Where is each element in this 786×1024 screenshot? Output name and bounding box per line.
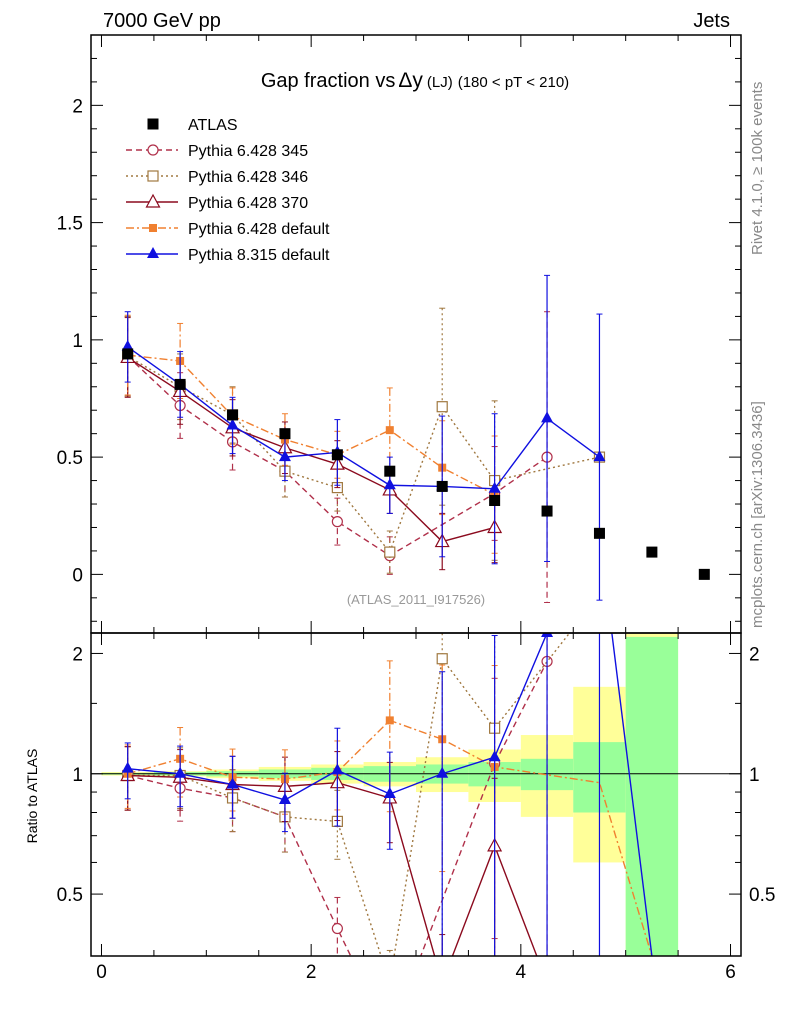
ratio-y-tick-label: 1 <box>72 765 83 786</box>
point <box>121 339 134 351</box>
ratio-point <box>278 792 291 804</box>
main-panel-series <box>120 274 710 604</box>
ratio-y-tick-label: 2 <box>72 644 83 665</box>
point <box>436 401 448 413</box>
legend-marker <box>149 224 157 232</box>
data-point <box>489 495 501 507</box>
legend-marker <box>147 170 159 182</box>
legend-label: Pythia 6.428 346 <box>188 169 308 186</box>
x-tick-label: 2 <box>306 962 317 983</box>
legend-label: Pythia 6.428 default <box>188 221 330 238</box>
point <box>384 546 396 558</box>
ratio-line <box>127 719 653 956</box>
ratio-point <box>436 653 448 665</box>
ratio-y-tick-label-right: 0.5 <box>749 885 775 906</box>
ratio-point <box>541 633 554 637</box>
series-1 <box>122 307 606 574</box>
series-4 <box>121 274 606 601</box>
legend-label-atlas: ATLAS <box>188 117 238 134</box>
series-line <box>127 355 548 557</box>
legend-marker-atlas <box>147 118 159 130</box>
point <box>541 411 554 423</box>
point <box>226 418 239 430</box>
point <box>331 516 343 528</box>
ratio-point <box>121 761 134 773</box>
ratio-y-tick-label-right: 1 <box>749 765 760 786</box>
data-point <box>227 409 239 421</box>
point <box>278 450 291 462</box>
point <box>383 478 396 490</box>
title-range: (180 < pT < 210) <box>458 74 569 91</box>
ratio-panel-frame <box>90 632 742 957</box>
data-point <box>331 449 343 461</box>
series-line <box>127 354 495 496</box>
ratio-point <box>488 750 501 762</box>
x-tick-label: 6 <box>725 962 736 983</box>
legend-marker <box>147 144 159 156</box>
ratio-point <box>226 777 239 789</box>
axes: 0 2 4 6 0 0.5 1 1.5 2 0.5 0.5 1 1 2 2 <box>57 35 775 983</box>
data-point <box>593 527 605 539</box>
side-label-bottom: mcplots.cern.ch [arXiv:1306.3436] <box>749 401 766 628</box>
ratio-series-4 <box>121 633 653 956</box>
data-point <box>174 378 186 390</box>
legend-label: Pythia 8.315 default <box>188 247 330 264</box>
y-tick-label: 1 <box>72 331 83 352</box>
point <box>385 426 394 435</box>
x-tick-label: 0 <box>96 962 107 983</box>
x-tick-label: 4 <box>516 962 527 983</box>
y-tick-label: 0.5 <box>57 448 83 469</box>
ratio-point <box>436 976 449 988</box>
title-main: Gap fraction vs <box>261 70 396 92</box>
ratio-point <box>174 766 187 778</box>
band-inner-10 <box>625 636 679 956</box>
data-point <box>279 428 291 440</box>
ratio-point <box>385 978 395 988</box>
y-tick-label: 0 <box>72 565 83 586</box>
data-point <box>646 546 658 558</box>
side-label-top: Rivet 4.1.0, ≥ 100k events <box>749 82 766 255</box>
legend: ATLAS Pythia 6.428 345 Pythia 6.428 346 Pyt… <box>126 117 330 264</box>
plot-title: Gap fraction vs Δy (LJ) (180 < pT < 210) <box>261 69 569 92</box>
ratio-y-tick-label-right: 2 <box>749 644 760 665</box>
data-point <box>384 465 396 477</box>
ratio-panel-series <box>120 633 653 988</box>
data-point <box>698 568 710 580</box>
analysis-id: (ATLAS_2011_I917526) <box>347 592 485 607</box>
legend-label: Pythia 6.428 370 <box>188 195 308 212</box>
y-tick-label: 1.5 <box>57 214 83 235</box>
ratio-line <box>127 661 548 956</box>
title-symbol: Δy <box>398 69 423 92</box>
header-right: Jets <box>693 10 730 32</box>
legend-marker <box>145 193 161 208</box>
series-2 <box>120 317 503 571</box>
series-line <box>127 355 600 554</box>
ratio-point <box>331 763 344 775</box>
title-suffix: (LJ) <box>427 74 453 91</box>
atlas-data <box>122 348 710 580</box>
legend-label: Pythia 6.428 345 <box>188 143 308 160</box>
ratio-point <box>331 922 343 935</box>
series-line <box>127 346 600 490</box>
legend-marker <box>147 247 159 258</box>
point <box>488 481 501 493</box>
ratio-point <box>383 786 396 798</box>
data-point <box>122 348 134 360</box>
y-tick-label: 2 <box>72 96 83 117</box>
ratio-line <box>127 633 571 956</box>
ratio-point <box>436 766 449 778</box>
data-point <box>436 480 448 492</box>
data-point <box>541 505 553 517</box>
header-left: 7000 GeV pp <box>103 10 221 32</box>
series-line <box>127 356 495 543</box>
ratio-y-tick-label: 0.5 <box>57 885 83 906</box>
point <box>593 450 606 462</box>
ratio-point <box>385 716 394 725</box>
ratio-ylabel: Ratio to ATLAS <box>24 749 40 844</box>
